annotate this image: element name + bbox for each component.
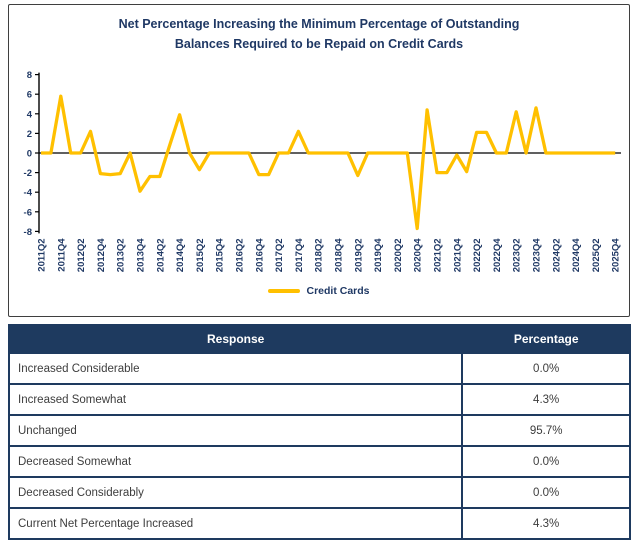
x-axis-label: 2012Q4 xyxy=(96,238,107,273)
x-axis-label: 2024Q2 xyxy=(551,238,562,272)
x-axis-label: 2015Q4 xyxy=(215,238,226,273)
response-cell: Decreased Considerably xyxy=(7,476,464,509)
x-axis-label: 2018Q4 xyxy=(334,238,345,273)
x-axis-label: 2019Q2 xyxy=(353,238,364,272)
x-axis-label: 2011Q4 xyxy=(56,238,67,272)
percentage-cell: 0.0% xyxy=(461,445,631,478)
x-axis-label: 2020Q2 xyxy=(393,238,404,272)
response-cell: Unchanged xyxy=(7,414,464,447)
response-cell: Increased Somewhat xyxy=(7,383,464,416)
x-axis-label: 2015Q2 xyxy=(195,238,206,272)
response-cell: Decreased Somewhat xyxy=(7,445,464,478)
chart-title-line-2: Balances Required to be Repaid on Credit… xyxy=(174,37,464,51)
legend-line-swatch-icon xyxy=(268,289,301,293)
y-axis-label: 4 xyxy=(27,109,33,120)
y-axis-label: 0 xyxy=(27,149,32,160)
credit-cards-line xyxy=(41,94,616,231)
header-response: Response xyxy=(7,324,464,354)
percentage-cell: 4.3% xyxy=(461,383,631,416)
x-axis-label: 2023Q2 xyxy=(512,238,523,272)
x-axis-label: 2011Q2 xyxy=(37,238,48,271)
x-axis-label: 2017Q2 xyxy=(274,238,285,272)
x-axis-label: 2021Q4 xyxy=(452,238,463,273)
percentage-cell: 0.0% xyxy=(461,352,631,385)
percentage-cell: 4.3% xyxy=(461,507,631,540)
x-axis-label: 2022Q4 xyxy=(492,238,503,273)
x-axis-label: 2018Q2 xyxy=(314,238,325,272)
header-percentage: Percentage xyxy=(461,324,631,354)
x-axis-label: 2013Q2 xyxy=(116,238,127,272)
table-row: Decreased Somewhat 0.0% xyxy=(7,445,631,478)
percentage-cell: 95.7% xyxy=(461,414,631,447)
x-axis-label: 2014Q4 xyxy=(175,238,186,273)
table-row: Increased Somewhat 4.3% xyxy=(7,383,631,416)
x-axis-label: 2020Q4 xyxy=(413,238,424,273)
response-table: Response Percentage Increased Considerab… xyxy=(7,324,631,540)
y-axis-label: -8 xyxy=(24,227,32,238)
y-axis-label: 6 xyxy=(27,90,32,101)
x-axis-label: 2021Q2 xyxy=(433,238,444,272)
x-axis-label: 2016Q4 xyxy=(254,238,265,273)
table-row: Unchanged 95.7% xyxy=(7,414,631,447)
table-row: Current Net Percentage Increased 4.3% xyxy=(7,507,631,540)
x-axis-label: 2019Q4 xyxy=(373,238,384,273)
chart-legend: Credit Cards xyxy=(9,285,629,297)
line-chart-svg: 8 6 4 2 0 -2 -4 -6 -8 2011Q2 2011Q4 2012Q2 2012Q4 201… xyxy=(24,70,622,273)
x-axis-label: 2023Q4 xyxy=(532,238,543,273)
y-axis-label: -2 xyxy=(24,168,32,179)
chart-title-line-1: Net Percentage Increasing the Minimum Pe… xyxy=(118,17,520,31)
table-header-row: Response Percentage xyxy=(7,324,631,354)
x-axis-label: 2016Q2 xyxy=(235,238,246,272)
response-cell: Increased Considerable xyxy=(7,352,464,385)
x-axis-label: 2017Q4 xyxy=(294,238,305,273)
x-axis-label: 2025Q2 xyxy=(591,238,602,272)
x-axis-label: 2025Q4 xyxy=(611,238,622,273)
legend-label: Credit Cards xyxy=(306,285,370,297)
x-axis-label: 2012Q2 xyxy=(76,238,87,272)
percentage-cell: 0.0% xyxy=(461,476,631,509)
response-cell: Current Net Percentage Increased xyxy=(7,507,464,540)
y-axis-label: 2 xyxy=(27,129,32,140)
table-row: Increased Considerable 0.0% xyxy=(7,352,631,385)
y-axis-label: 8 xyxy=(27,70,32,81)
chart-title: Net Percentage Increasing the Minimum Pe… xyxy=(19,14,619,54)
x-axis-label: 2014Q2 xyxy=(155,238,166,272)
x-axis-label: 2022Q2 xyxy=(472,238,483,272)
y-axis-label: -6 xyxy=(24,207,32,218)
y-axis-label: -4 xyxy=(24,188,33,199)
x-axis-label: 2024Q4 xyxy=(571,238,582,273)
x-axis-label: 2013Q4 xyxy=(136,238,147,273)
table-row: Decreased Considerably 0.0% xyxy=(7,476,631,509)
credit-cards-chart-panel: Net Percentage Increasing the Minimum Pe… xyxy=(8,4,630,317)
